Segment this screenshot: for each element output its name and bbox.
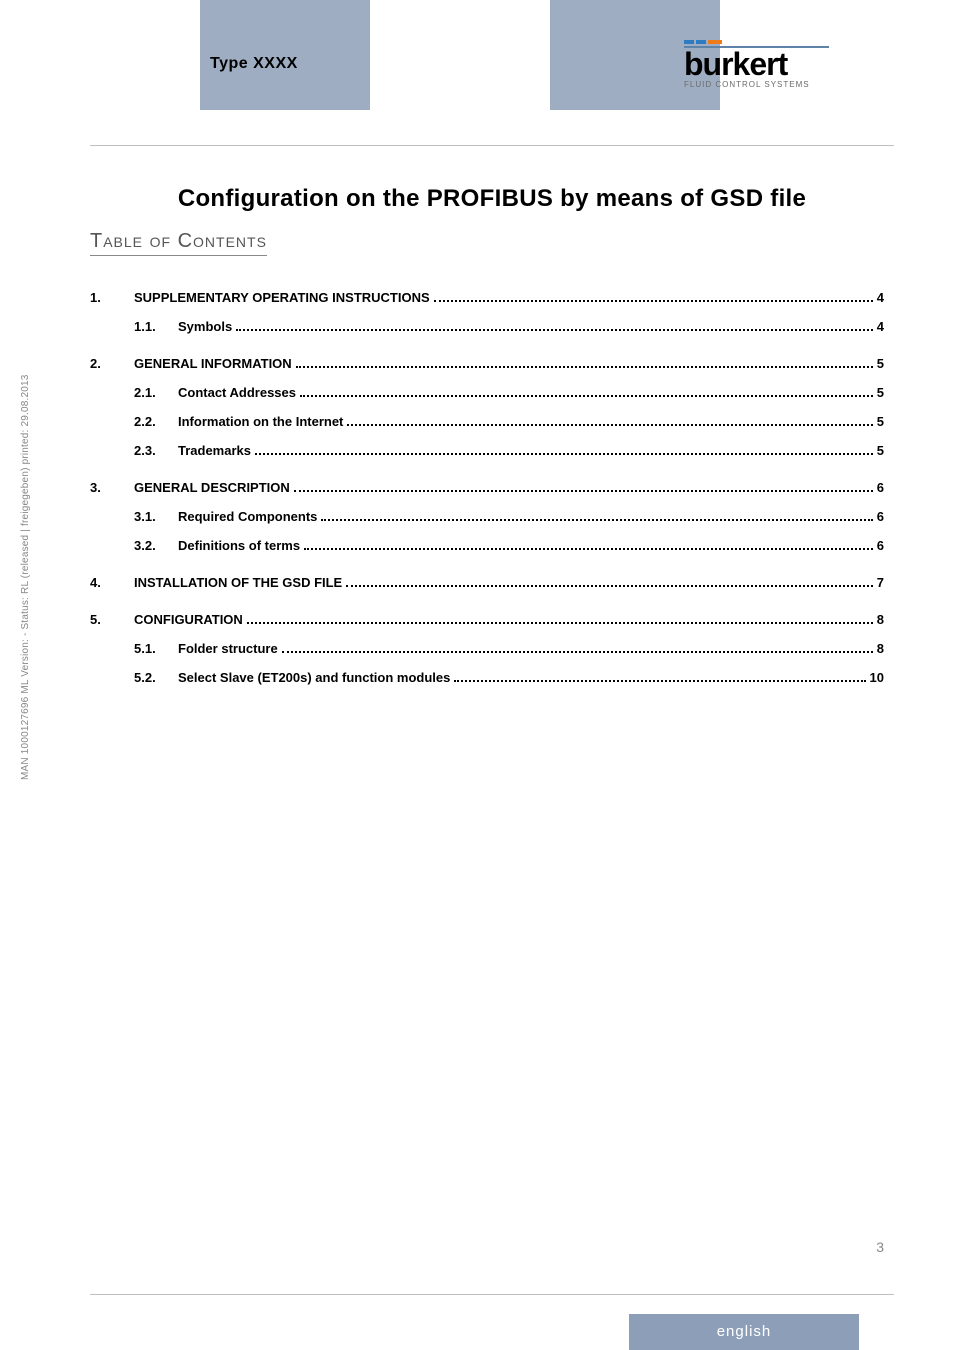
toc-leader-dots — [321, 519, 872, 521]
toc-number: 4. — [90, 575, 134, 590]
toc-number: 2. — [90, 356, 134, 371]
document-meta-side: MAN 1000127696 ML Version: - Status: RL … — [20, 374, 31, 780]
toc-number: 5.2. — [134, 670, 178, 685]
document-title: Configuration on the PROFIBUS by means o… — [90, 185, 894, 213]
burkert-logo: burkert FLUID CONTROL SYSTEMS — [684, 40, 829, 89]
toc-entry[interactable]: 5.CONFIGURATION 8 — [90, 612, 884, 627]
toc-number: 3. — [90, 480, 134, 495]
toc-leader-dots — [434, 300, 873, 302]
toc-page: 6 — [877, 538, 884, 553]
toc-number: 2.2. — [134, 414, 178, 429]
toc-page: 4 — [877, 290, 884, 305]
toc-label: Trademarks — [178, 443, 251, 458]
toc-label: Definitions of terms — [178, 538, 300, 553]
toc-leader-dots — [300, 395, 873, 397]
toc-number: 5.1. — [134, 641, 178, 656]
toc-entry[interactable]: 3.GENERAL DESCRIPTION 6 — [90, 480, 884, 495]
footer-divider — [90, 1294, 894, 1295]
toc-label: Select Slave (ET200s) and function modul… — [178, 670, 450, 685]
toc-leader-dots — [255, 453, 873, 455]
toc-entry[interactable]: 4.INSTALLATION OF THE GSD FILE 7 — [90, 575, 884, 590]
toc-entry[interactable]: 2.1.Contact Addresses 5 — [90, 385, 884, 400]
toc-leader-dots — [236, 329, 873, 331]
toc-entry[interactable]: 2.2.Information on the Internet 5 — [90, 414, 884, 429]
toc-label: GENERAL INFORMATION — [134, 356, 292, 371]
toc-leader-dots — [247, 622, 873, 624]
toc-leader-dots — [304, 548, 873, 550]
toc-page: 5 — [877, 443, 884, 458]
page-number: 3 — [876, 1239, 884, 1255]
footer-language-tab: english — [629, 1314, 859, 1350]
toc-leader-dots — [294, 490, 873, 492]
toc-label: Folder structure — [178, 641, 278, 656]
toc-number: 1. — [90, 290, 134, 305]
toc-number: 2.1. — [134, 385, 178, 400]
toc-entry[interactable]: 3.1.Required Components 6 — [90, 509, 884, 524]
toc-page: 5 — [877, 356, 884, 371]
toc-entry[interactable]: 1.1.Symbols 4 — [90, 319, 884, 334]
toc-number: 5. — [90, 612, 134, 627]
toc-page: 8 — [877, 641, 884, 656]
toc-entry[interactable]: 5.2.Select Slave (ET200s) and function m… — [90, 670, 884, 685]
toc-page: 8 — [877, 612, 884, 627]
toc-page: 6 — [877, 480, 884, 495]
header-bar: Type XXXX burkert FLUID CONTROL SYSTEMS — [0, 0, 954, 110]
logo-bars-icon — [684, 40, 829, 44]
toc-leader-dots — [347, 424, 872, 426]
toc-leader-dots — [282, 651, 873, 653]
toc-page: 7 — [877, 575, 884, 590]
toc-page: 5 — [877, 414, 884, 429]
toc-page: 4 — [877, 319, 884, 334]
table-of-contents: 1.SUPPLEMENTARY OPERATING INSTRUCTIONS41… — [90, 290, 884, 699]
toc-page: 10 — [870, 670, 884, 685]
toc-entry[interactable]: 5.1.Folder structure 8 — [90, 641, 884, 656]
toc-label: Required Components — [178, 509, 317, 524]
toc-label: INSTALLATION OF THE GSD FILE — [134, 575, 342, 590]
toc-entry[interactable]: 2.GENERAL INFORMATION 5 — [90, 356, 884, 371]
logo-text: burkert — [684, 50, 829, 79]
toc-number: 2.3. — [134, 443, 178, 458]
toc-number: 1.1. — [134, 319, 178, 334]
toc-number: 3.1. — [134, 509, 178, 524]
toc-entry[interactable]: 2.3.Trademarks 5 — [90, 443, 884, 458]
toc-entry[interactable]: 3.2.Definitions of terms 6 — [90, 538, 884, 553]
toc-number: 3.2. — [134, 538, 178, 553]
toc-label: GENERAL DESCRIPTION — [134, 480, 290, 495]
toc-label: Information on the Internet — [178, 414, 343, 429]
toc-leader-dots — [346, 585, 873, 587]
logo-subtitle: FLUID CONTROL SYSTEMS — [684, 80, 829, 89]
toc-label: SUPPLEMENTARY OPERATING INSTRUCTIONS — [134, 290, 430, 305]
toc-label: Symbols — [178, 319, 232, 334]
toc-label: CONFIGURATION — [134, 612, 243, 627]
toc-leader-dots — [454, 680, 865, 682]
toc-entry[interactable]: 1.SUPPLEMENTARY OPERATING INSTRUCTIONS 4 — [90, 290, 884, 305]
toc-label: Contact Addresses — [178, 385, 296, 400]
header-divider — [90, 145, 894, 146]
type-label: Type XXXX — [210, 55, 298, 73]
toc-leader-dots — [296, 366, 873, 368]
toc-page: 5 — [877, 385, 884, 400]
toc-page: 6 — [877, 509, 884, 524]
toc-heading: Table of Contents — [90, 230, 267, 256]
